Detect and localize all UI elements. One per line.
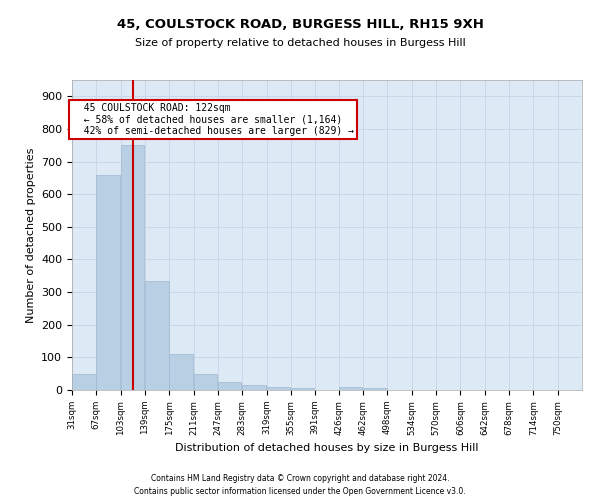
Bar [97,174,120,390]
Bar [266,386,290,390]
Text: Contains public sector information licensed under the Open Government Licence v3: Contains public sector information licen… [134,488,466,496]
Bar [194,374,217,390]
Text: Contains HM Land Registry data © Crown copyright and database right 2024.: Contains HM Land Registry data © Crown c… [151,474,449,483]
Bar [242,385,266,390]
Text: Size of property relative to detached houses in Burgess Hill: Size of property relative to detached ho… [134,38,466,48]
Bar [145,280,169,390]
Text: 45 COULSTOCK ROAD: 122sqm
  ← 58% of detached houses are smaller (1,164)
  42% o: 45 COULSTOCK ROAD: 122sqm ← 58% of detac… [72,103,354,136]
Bar [339,386,362,390]
Bar [291,388,314,390]
Bar [218,382,241,390]
Text: 45, COULSTOCK ROAD, BURGESS HILL, RH15 9XH: 45, COULSTOCK ROAD, BURGESS HILL, RH15 9… [116,18,484,30]
Bar [169,354,193,390]
Bar [121,146,144,390]
Y-axis label: Number of detached properties: Number of detached properties [26,148,35,322]
X-axis label: Distribution of detached houses by size in Burgess Hill: Distribution of detached houses by size … [175,443,479,453]
Bar [72,374,95,390]
Bar [363,388,387,390]
